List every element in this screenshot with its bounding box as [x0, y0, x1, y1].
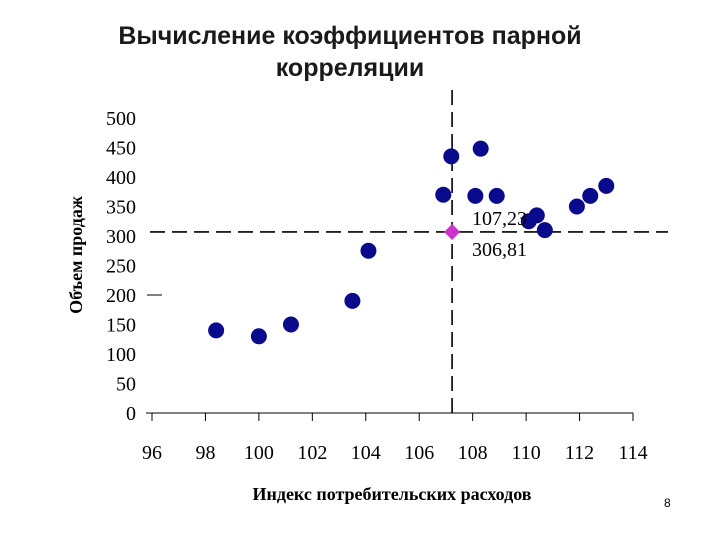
slide-title: Вычисление коэффициентов парной корреляц… — [20, 20, 680, 84]
data-point — [488, 187, 505, 204]
data-point — [443, 148, 460, 165]
x-tick-label: 100 — [244, 442, 274, 464]
y-tick-label: 500 — [106, 108, 136, 130]
data-point — [435, 186, 452, 203]
mean-marker — [444, 223, 461, 240]
data-point — [344, 292, 361, 309]
x-tick-label: 106 — [404, 442, 434, 464]
data-point — [598, 177, 615, 194]
x-tick-label: 114 — [618, 442, 647, 464]
y-tick-label: 100 — [106, 344, 136, 366]
slide-title-line-2: корреляции — [275, 54, 425, 82]
y-tick-label: 200 — [106, 285, 136, 307]
x-tick-labels: 96 98 100 102 104 106 108 110 112 114 — [142, 442, 648, 464]
data-point — [250, 328, 267, 345]
x-tick-label: 96 — [142, 442, 162, 464]
data-point — [282, 316, 299, 333]
y-axis-title: Объем продаж — [66, 195, 86, 314]
data-point — [467, 187, 484, 204]
data-point — [360, 242, 377, 259]
y-tick-label: 350 — [106, 197, 136, 219]
x-tick-label: 110 — [511, 442, 540, 464]
y-tick-label: 300 — [106, 226, 136, 248]
chart-axes — [146, 294, 634, 421]
data-point — [536, 222, 553, 239]
mean-y-annotation: 306,81 — [472, 239, 527, 261]
y-tick-label: 450 — [106, 138, 136, 160]
data-point — [582, 187, 599, 204]
mean-x-annotation: 107,23 — [472, 208, 527, 230]
x-tick-label: 112 — [565, 442, 594, 464]
mean-point-marker — [444, 223, 461, 240]
x-axis-title: Индекс потребительских расходов — [252, 484, 531, 504]
data-point — [568, 198, 585, 215]
data-points — [208, 140, 615, 345]
slide-title-line-1: Вычисление коэффициентов парной — [118, 22, 582, 50]
mean-guide-lines — [150, 90, 668, 420]
y-tick-label: 250 — [106, 256, 136, 278]
x-tick-label: 102 — [297, 442, 327, 464]
x-tick-label: 98 — [195, 442, 215, 464]
data-point — [208, 322, 225, 339]
y-tick-label: 0 — [126, 403, 136, 425]
page-number: 8 — [664, 496, 671, 510]
x-tick-label: 104 — [351, 442, 381, 464]
y-tick-label: 400 — [106, 167, 136, 189]
data-point — [472, 140, 489, 157]
y-tick-label: 150 — [106, 315, 136, 337]
y-tick-label: 50 — [116, 374, 136, 396]
x-tick-label: 108 — [458, 442, 488, 464]
data-point — [528, 207, 545, 224]
